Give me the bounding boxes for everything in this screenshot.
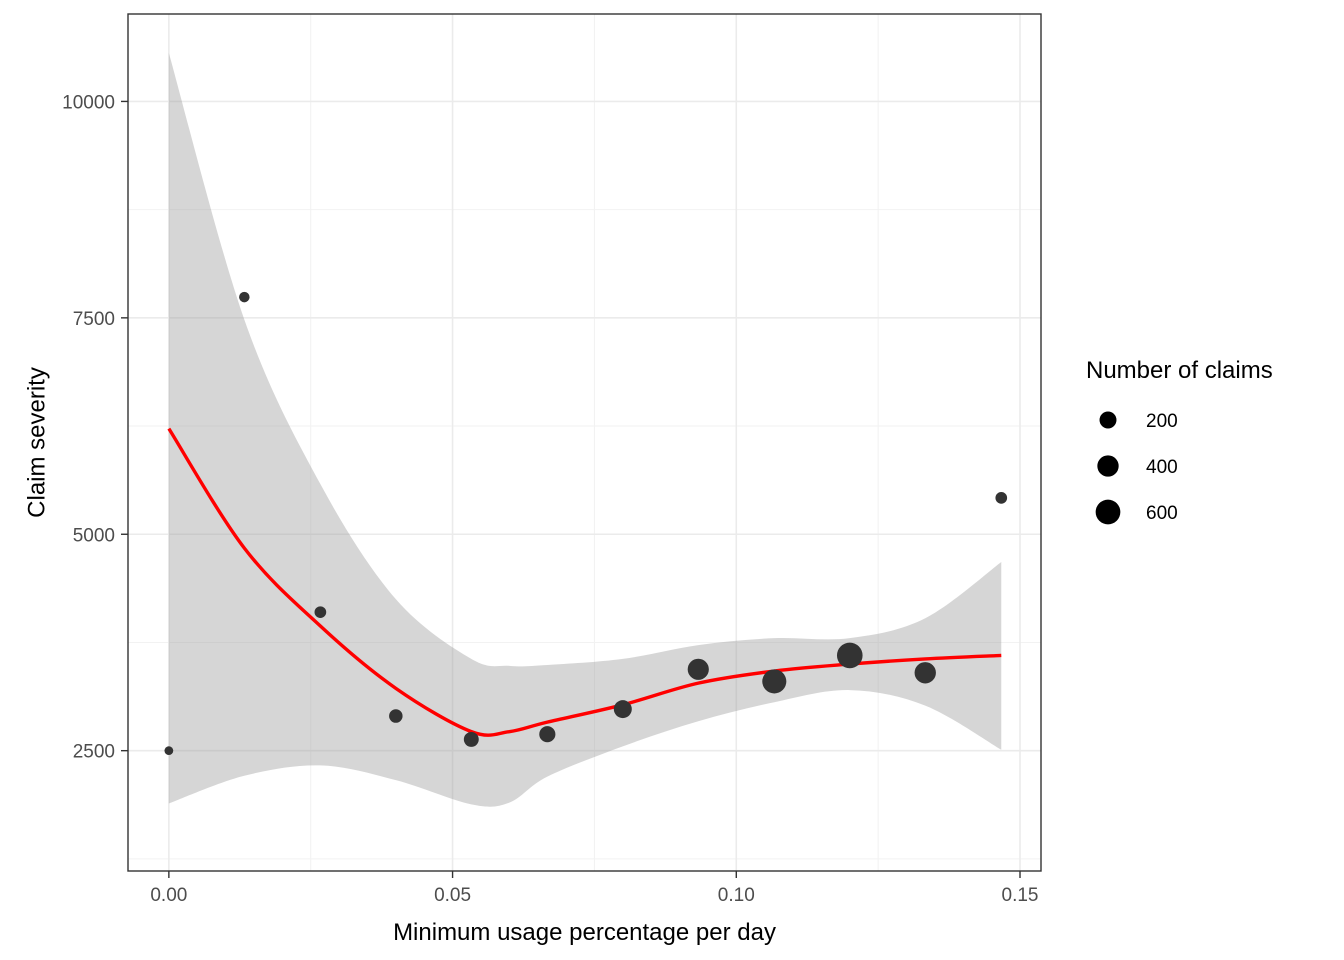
- legend-key: [1097, 455, 1119, 477]
- data-point: [463, 731, 479, 747]
- x-tick-label: 0.05: [434, 885, 471, 906]
- legend-key: [1099, 411, 1117, 429]
- data-point: [164, 746, 174, 756]
- data-point: [836, 642, 863, 669]
- y-tick-label: 2500: [73, 742, 115, 763]
- confidence-band: [168, 52, 1002, 807]
- x-tick-label: 0.00: [150, 885, 187, 906]
- legend-label: 400: [1146, 457, 1178, 478]
- y-tick-label: 7500: [73, 309, 115, 330]
- data-point: [687, 658, 709, 680]
- legend-label: 600: [1146, 503, 1178, 524]
- grid-major: [128, 14, 1041, 871]
- data-point: [239, 291, 250, 303]
- y-axis: 2500 5000 7500 10000: [62, 92, 128, 763]
- x-axis: 0.00 0.05 0.10 0.15: [150, 871, 1038, 906]
- x-tick-label: 0.15: [1002, 885, 1039, 906]
- data-point: [613, 700, 632, 719]
- x-tick-label: 0.10: [718, 885, 755, 906]
- legend-key: [1095, 499, 1121, 525]
- legend-title: Number of claims: [1086, 357, 1273, 384]
- points-layer: [164, 291, 1008, 756]
- y-tick-label: 5000: [73, 525, 115, 546]
- data-point: [914, 662, 936, 684]
- y-axis-title: Claim severity: [23, 367, 50, 518]
- legend: Number of claims 200 400 600: [1086, 357, 1273, 525]
- data-point: [314, 606, 327, 619]
- grid-minor: [128, 14, 1041, 871]
- data-point: [762, 669, 787, 694]
- legend-label: 200: [1146, 411, 1178, 432]
- legend-items: 200 400 600: [1095, 411, 1178, 525]
- data-point: [995, 492, 1008, 504]
- confidence-band-layer: [168, 52, 1002, 807]
- data-point: [389, 709, 403, 723]
- data-point: [539, 726, 556, 743]
- panel-border: [127, 13, 1042, 872]
- y-tick-label: 10000: [62, 92, 115, 113]
- x-axis-title: Minimum usage percentage per day: [393, 919, 776, 946]
